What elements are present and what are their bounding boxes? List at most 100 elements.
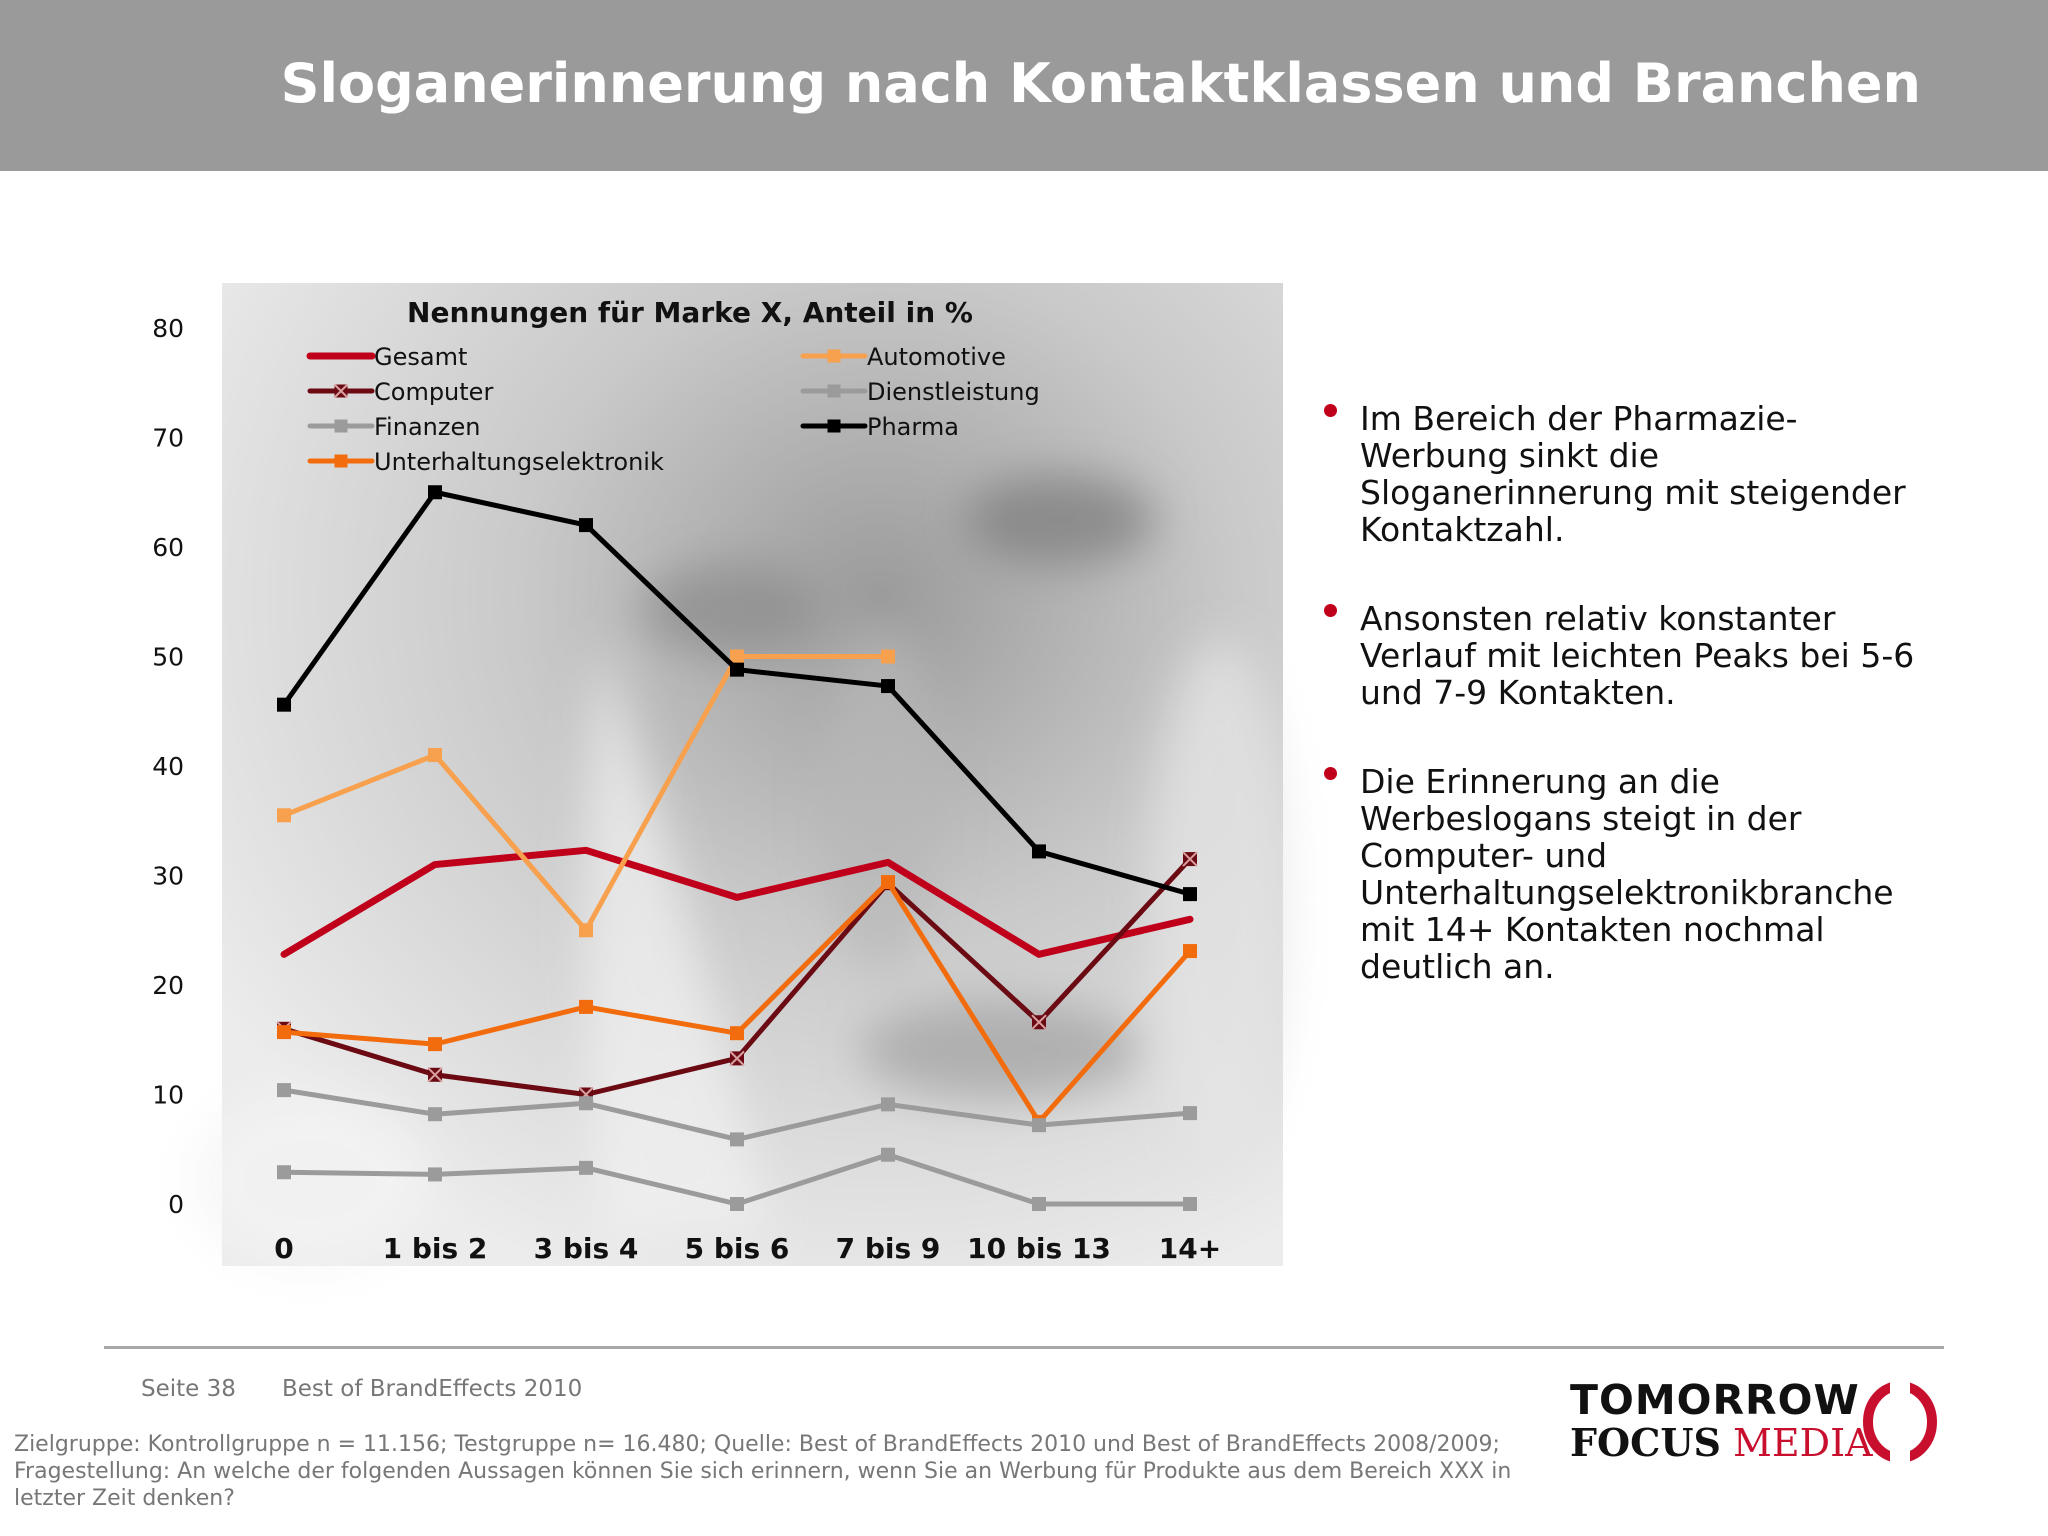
data-point [1183, 1106, 1197, 1121]
series-gesamt [280, 846, 1194, 958]
legend-label: Pharma [867, 413, 959, 441]
data-point [277, 1025, 291, 1040]
footer-divider [104, 1346, 1944, 1349]
legend-item: Pharma [800, 413, 959, 441]
data-point [428, 1107, 442, 1122]
bullet-dot [1324, 404, 1337, 417]
x-tick-label: 5 bis 6 [685, 1232, 790, 1265]
x-tick-label: 1 bis 2 [383, 1232, 488, 1265]
data-point [1183, 887, 1197, 902]
footnote: Zielgruppe: Kontrollgruppe n = 11.156; T… [14, 1432, 1512, 1511]
data-point [1032, 1118, 1046, 1133]
data-point-cross [333, 383, 349, 399]
data-point [579, 1096, 593, 1111]
chart-title: Nennungen für Marke X, Anteil in % [407, 296, 973, 329]
header-bar: Sloganerinnerung nach Kontaktklassen und… [0, 0, 2048, 171]
bullet-text: Die Erinnerung an die Werbeslogans steig… [1360, 762, 1894, 986]
data-point [277, 697, 291, 712]
data-point [1032, 1197, 1046, 1211]
data-point [579, 923, 593, 938]
data-point [881, 1147, 895, 1162]
bullet-text: Im Bereich der Pharmazie-Werbung sinkt d… [1360, 399, 1906, 549]
series-automotive [277, 649, 895, 938]
data-point [730, 1132, 744, 1147]
series-pharma [277, 485, 1197, 902]
data-point [827, 349, 841, 363]
data-point [827, 384, 841, 398]
data-point [827, 419, 841, 433]
bullet-item: Im Bereich der Pharmazie-Werbung sinkt d… [1320, 400, 1940, 548]
data-point [428, 485, 442, 500]
data-point-cross [1031, 1014, 1047, 1030]
data-point [881, 649, 895, 664]
data-point [1032, 844, 1046, 859]
x-tick-label: 10 bis 13 [967, 1232, 1111, 1265]
data-point [334, 454, 348, 468]
legend-label: Unterhaltungselektronik [374, 448, 664, 476]
legend-label: Gesamt [374, 343, 467, 371]
legend-label: Computer [374, 378, 493, 406]
logo-text-focus: FOCUS [1570, 1420, 1721, 1465]
series-layer [276, 485, 1198, 1211]
data-point-cross [427, 1067, 443, 1083]
legend-item: Computer [307, 378, 493, 406]
y-axis: 80 70 60 50 40 30 20 10 0 [152, 314, 184, 1219]
data-point [579, 999, 593, 1014]
data-point [428, 1037, 442, 1052]
bullet-item: Ansonsten relativ konstanter Verlauf mit… [1320, 600, 1940, 711]
data-point [881, 1097, 895, 1112]
data-point [881, 875, 895, 890]
series-finanzen [277, 1147, 1197, 1211]
data-point [579, 1160, 593, 1175]
y-tick-label: 80 [152, 314, 184, 343]
x-tick-label: 14+ [1159, 1232, 1221, 1265]
data-point [1183, 1197, 1197, 1211]
y-tick-label: 70 [152, 424, 184, 453]
legend-item: Unterhaltungselektronik [307, 448, 664, 476]
x-axis: 0 1 bis 2 3 bis 4 5 bis 6 7 bis 9 10 bis 13 14… [274, 1232, 1221, 1265]
chart-legend: Gesamt Computer Finanzen Unterhaltungselekt… [306, 343, 1040, 476]
logo-text-top: TOMORROW [1570, 1376, 1860, 1424]
y-tick-label: 0 [168, 1190, 184, 1219]
logo-ring-icon [1863, 1380, 1937, 1464]
logo-text-media: MEDIA [1733, 1421, 1873, 1465]
data-point [277, 808, 291, 823]
data-point [334, 419, 348, 433]
bullet-dot [1324, 604, 1337, 617]
x-tick-label: 0 [274, 1232, 293, 1265]
x-tick-label: 7 bis 9 [836, 1232, 941, 1265]
series-line [280, 846, 1194, 958]
legend-label: Finanzen [374, 413, 480, 441]
x-tick-label: 3 bis 4 [534, 1232, 639, 1265]
data-point [881, 679, 895, 694]
legend-item: Finanzen [307, 413, 480, 441]
bullet-dot [1324, 767, 1337, 780]
legend-item: Automotive [800, 343, 1006, 371]
data-point [579, 518, 593, 533]
bullet-text: Ansonsten relativ konstanter Verlauf mit… [1360, 599, 1915, 712]
y-tick-label: 30 [152, 862, 184, 891]
data-point [428, 1167, 442, 1182]
data-point-cross [729, 1050, 745, 1067]
data-point [730, 662, 744, 677]
company-logo: TOMORROW FOCUS MEDIA [1568, 1376, 1948, 1466]
data-point [730, 649, 744, 664]
bullet-list: Im Bereich der Pharmazie-Werbung sinkt d… [1320, 400, 1940, 1037]
data-point [730, 1026, 744, 1041]
y-tick-label: 50 [152, 643, 184, 672]
legend-label: Automotive [867, 343, 1006, 371]
legend-label: Dienstleistung [867, 378, 1040, 406]
data-point-cross [1182, 851, 1198, 867]
bullet-item: Die Erinnerung an die Werbeslogans steig… [1320, 763, 1940, 985]
page-number: Seite 38 [141, 1376, 236, 1402]
data-point [277, 1083, 291, 1098]
legend-item: Dienstleistung [800, 378, 1040, 406]
y-tick-label: 20 [152, 971, 184, 1000]
data-point [428, 748, 442, 763]
y-tick-label: 40 [152, 752, 184, 781]
data-point [277, 1165, 291, 1180]
data-point [730, 1197, 744, 1211]
page-title: Sloganerinnerung nach Kontaktklassen und… [280, 52, 1921, 115]
